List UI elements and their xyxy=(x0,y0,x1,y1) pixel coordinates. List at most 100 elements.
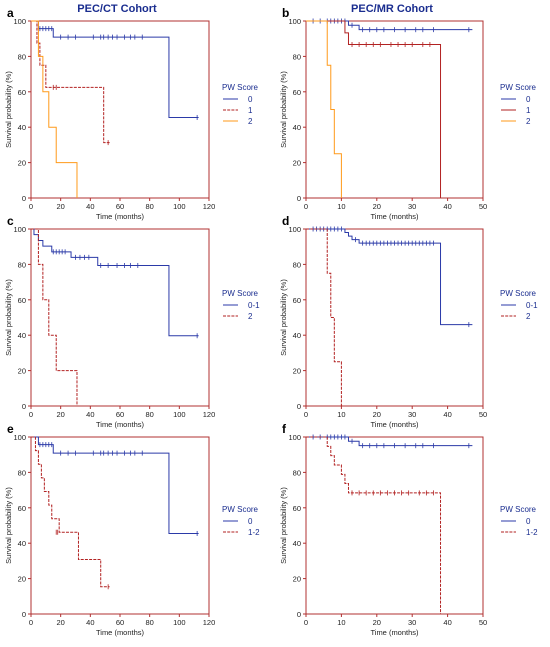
x-tick-label: 20 xyxy=(56,618,64,627)
legend: PW Score 0-1 2 xyxy=(500,289,538,321)
y-tick-label: 100 xyxy=(288,225,301,234)
x-tick-label: 20 xyxy=(56,202,64,211)
y-tick-label: 20 xyxy=(293,575,301,584)
survival-curve xyxy=(306,436,442,614)
survival-curve xyxy=(31,228,78,406)
y-tick-label: 20 xyxy=(293,159,301,168)
x-tick-label: 120 xyxy=(203,410,216,419)
survival-curve xyxy=(31,20,78,198)
legend-title: PW Score xyxy=(222,83,259,92)
x-tick-label: 80 xyxy=(145,410,153,419)
y-tick-label: 40 xyxy=(293,123,301,132)
series-0-1 xyxy=(306,226,473,328)
legend-label: 0-1 xyxy=(526,301,538,310)
legend: PW Score 0 1 2 xyxy=(500,83,537,126)
legend-label: 2 xyxy=(248,312,253,321)
y-tick-label: 0 xyxy=(297,610,301,619)
x-axis-title: Time (months) xyxy=(96,628,145,637)
column-title-ct: PEC/CT Cohort xyxy=(77,3,157,15)
x-tick-label: 40 xyxy=(443,618,451,627)
y-tick-label: 100 xyxy=(13,225,26,234)
legend-label: 0 xyxy=(526,95,531,104)
x-axis-title: Time (months) xyxy=(370,212,419,221)
plot-frame xyxy=(30,228,210,407)
y-axis-title: Survival probability (%) xyxy=(4,279,13,356)
x-tick-label: 40 xyxy=(443,202,451,211)
x-tick-label: 0 xyxy=(29,410,33,419)
y-tick-label: 0 xyxy=(22,402,26,411)
plot-frame xyxy=(30,20,210,199)
x-axis-title: Time (months) xyxy=(96,212,145,221)
plot-frame xyxy=(305,228,484,407)
x-tick-label: 10 xyxy=(337,202,345,211)
y-tick-label: 60 xyxy=(293,296,301,305)
legend-title: PW Score xyxy=(500,505,537,514)
series-0 xyxy=(31,20,199,120)
y-tick-label: 60 xyxy=(293,504,301,513)
survival-curve xyxy=(31,436,199,534)
panel-letter: d xyxy=(282,214,289,228)
y-axis-title: Survival probability (%) xyxy=(279,71,288,148)
series-1-2 xyxy=(31,436,110,590)
legend-label: 0-1 xyxy=(248,301,260,310)
legend-label: 2 xyxy=(526,312,531,321)
y-tick-label: 80 xyxy=(18,260,26,269)
y-tick-label: 100 xyxy=(13,433,26,442)
y-tick-label: 0 xyxy=(22,610,26,619)
series-1 xyxy=(306,20,442,198)
x-tick-label: 60 xyxy=(116,618,124,627)
legend-title: PW Score xyxy=(500,83,537,92)
series-1-2 xyxy=(306,436,442,614)
series-0 xyxy=(31,436,199,536)
panel-d: d 0 20 40 60 80 100 0 10 20 30 40 50 Time (months) Sur… xyxy=(279,214,538,429)
legend-title: PW Score xyxy=(222,289,259,298)
series-2 xyxy=(306,20,342,198)
x-tick-label: 50 xyxy=(479,410,487,419)
x-tick-label: 100 xyxy=(173,410,186,419)
legend-label: 2 xyxy=(526,117,531,126)
y-tick-label: 100 xyxy=(13,17,26,26)
y-tick-label: 40 xyxy=(293,331,301,340)
y-tick-label: 40 xyxy=(18,331,26,340)
y-tick-label: 20 xyxy=(18,367,26,376)
plot-frame xyxy=(305,20,484,199)
x-tick-label: 20 xyxy=(373,202,381,211)
legend-label: 0 xyxy=(526,517,531,526)
x-axis-title: Time (months) xyxy=(370,628,419,637)
y-tick-label: 0 xyxy=(22,194,26,203)
y-tick-label: 40 xyxy=(293,539,301,548)
y-tick-label: 40 xyxy=(18,539,26,548)
panel-letter: a xyxy=(7,6,14,20)
survival-curve xyxy=(31,20,199,118)
legend-label: 2 xyxy=(248,117,253,126)
x-tick-label: 40 xyxy=(86,618,94,627)
x-tick-label: 80 xyxy=(145,618,153,627)
series-2 xyxy=(306,228,342,406)
survival-curve xyxy=(306,228,342,406)
y-tick-label: 60 xyxy=(18,296,26,305)
x-tick-label: 10 xyxy=(337,410,345,419)
y-tick-label: 80 xyxy=(18,468,26,477)
legend-label: 1-2 xyxy=(526,528,538,537)
y-tick-label: 80 xyxy=(293,260,301,269)
series-0 xyxy=(306,434,473,449)
y-tick-label: 60 xyxy=(18,504,26,513)
y-axis-title: Survival probability (%) xyxy=(279,279,288,356)
x-tick-label: 40 xyxy=(86,410,94,419)
x-tick-label: 40 xyxy=(86,202,94,211)
panel-c: c 0 20 40 60 80 100 0 20 40 60 80 100 120 Time (months… xyxy=(4,214,260,429)
legend: PW Score 0 1-2 xyxy=(222,505,260,537)
x-tick-label: 50 xyxy=(479,618,487,627)
x-tick-label: 0 xyxy=(304,618,308,627)
survival-curve xyxy=(306,228,473,326)
survival-curve xyxy=(31,436,110,588)
legend: PW Score 0-1 2 xyxy=(222,289,260,321)
y-axis-title: Survival probability (%) xyxy=(4,487,13,564)
series-2 xyxy=(31,228,78,406)
legend-label: 1 xyxy=(526,106,531,115)
panel-letter: c xyxy=(7,214,14,228)
panel-letter: f xyxy=(282,422,287,436)
series-2 xyxy=(31,20,78,198)
